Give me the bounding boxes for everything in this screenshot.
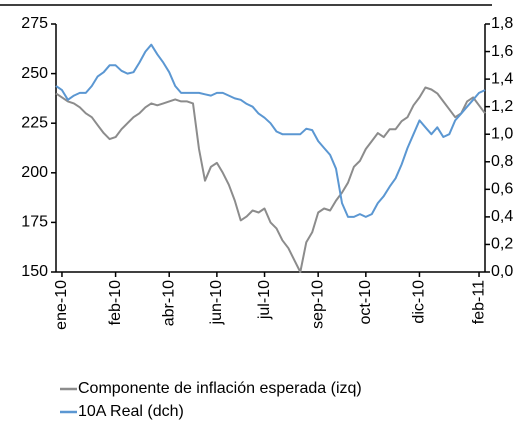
x-tick-label: jul-10 [256, 280, 273, 320]
x-tick-label: sep-10 [309, 280, 326, 329]
y-tick-label: 175 [21, 214, 48, 231]
y-tick-label: 275 [21, 15, 48, 32]
y2-tick-label: 0,4 [491, 208, 513, 225]
series-line [55, 86, 486, 273]
legend-label: 10A Real (dch) [78, 403, 184, 420]
y2-tick-label: 0,8 [491, 153, 513, 170]
y2-tick-label: 1,0 [491, 125, 513, 142]
y2-tick-label: 1,2 [491, 98, 513, 115]
y-tick-label: 150 [21, 263, 48, 280]
y-tick-label: 225 [21, 114, 48, 131]
legend-label: Componente de inflación esperada (izq) [78, 380, 362, 397]
x-tick-label: feb-11 [470, 280, 487, 324]
y2-tick-label: 1,4 [491, 70, 513, 87]
y2-tick-label: 0,6 [491, 181, 513, 198]
y2-tick-label: 0,0 [491, 263, 513, 280]
y-tick-label: 200 [21, 164, 48, 181]
y2-tick-label: 0,2 [491, 236, 513, 253]
x-tick-label: abr-10 [160, 280, 177, 326]
x-tick-label: oct-10 [357, 280, 374, 325]
x-tick-label: dic-10 [411, 280, 428, 324]
series-line [55, 43, 486, 218]
x-tick-label: ene-10 [53, 280, 70, 330]
x-tick-label: feb-10 [107, 280, 124, 325]
x-tick-label: jun-10 [208, 280, 225, 326]
y2-tick-label: 1,6 [491, 43, 513, 60]
y2-tick-label: 1,8 [491, 15, 513, 32]
y-tick-label: 250 [21, 65, 48, 82]
